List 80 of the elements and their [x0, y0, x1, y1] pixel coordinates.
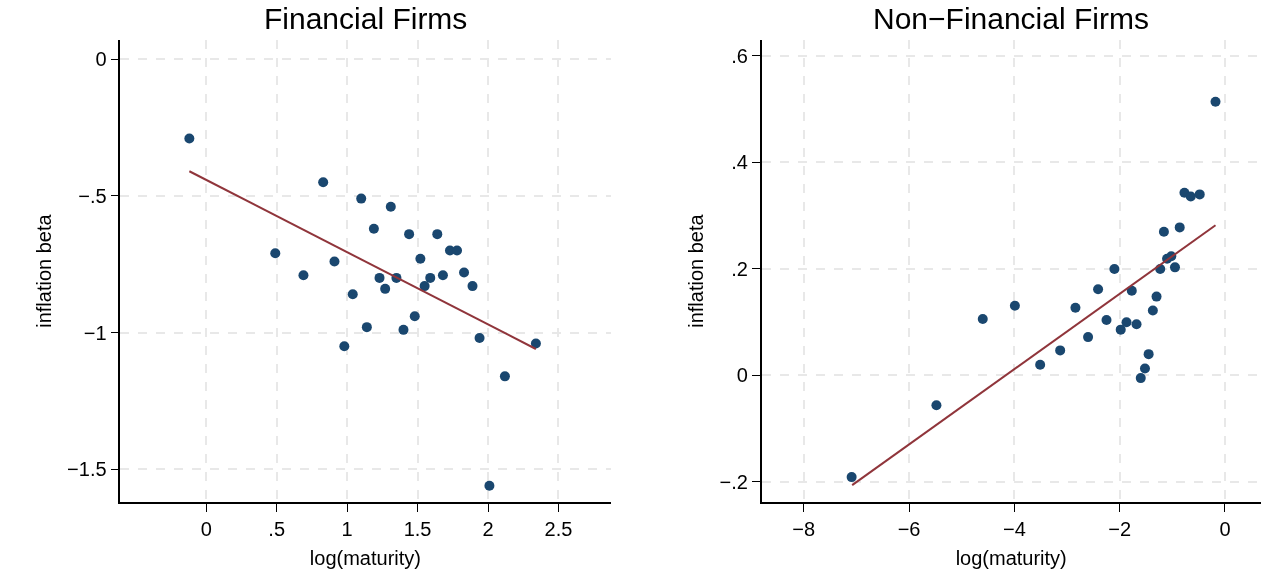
point — [1147, 305, 1158, 316]
y-tick-label: −.2 — [719, 470, 748, 493]
point — [270, 248, 281, 259]
point — [404, 229, 415, 240]
point — [1101, 315, 1112, 326]
point — [459, 267, 470, 278]
chart-title: Financial Firms — [264, 2, 468, 35]
x-tick-label: 1.5 — [403, 517, 432, 540]
y-tick-label: 0 — [736, 364, 748, 387]
point — [1109, 263, 1120, 274]
y-tick-label: −1 — [83, 321, 107, 344]
point — [184, 133, 195, 144]
y-tick-label: −.5 — [78, 184, 107, 207]
point — [1126, 285, 1137, 296]
x-tick-label: −6 — [897, 517, 921, 540]
point — [931, 400, 942, 411]
point — [484, 480, 495, 491]
chart-title: Non−Financial Firms — [873, 2, 1149, 35]
point — [1194, 189, 1205, 200]
point — [1115, 324, 1126, 335]
point — [1169, 262, 1180, 273]
point — [1009, 300, 1020, 311]
x-axis-title: log(maturity) — [309, 546, 422, 569]
x-tick-label: .5 — [268, 517, 286, 540]
point — [374, 272, 385, 283]
y-axis-title: inflation beta — [33, 213, 56, 328]
y-tick-label: .6 — [731, 44, 748, 67]
point — [415, 253, 426, 264]
y-tick-label: .2 — [731, 257, 748, 280]
x-tick-label: 2.5 — [544, 517, 573, 540]
y-tick-label: .4 — [731, 151, 748, 174]
y-tick-label: −1.5 — [67, 458, 107, 481]
point — [425, 272, 436, 283]
x-tick-label: 2 — [482, 517, 494, 540]
point — [1055, 345, 1066, 356]
point — [1121, 317, 1132, 328]
point — [380, 283, 391, 294]
point — [467, 281, 478, 292]
point — [368, 223, 379, 234]
point — [385, 201, 396, 212]
point — [1174, 222, 1185, 233]
point — [318, 177, 329, 188]
y-axis-title: inflation beta — [685, 213, 708, 328]
point — [409, 311, 420, 322]
point — [1185, 191, 1196, 202]
point — [1210, 96, 1221, 107]
point — [499, 371, 510, 382]
point — [1139, 363, 1150, 374]
point — [1151, 291, 1162, 302]
point — [1143, 349, 1154, 360]
x-tick-label: 1 — [341, 517, 353, 540]
point — [432, 229, 443, 240]
x-axis-title: log(maturity) — [955, 546, 1067, 569]
point — [474, 333, 485, 344]
point — [361, 322, 372, 333]
point — [1131, 319, 1142, 330]
point — [452, 245, 463, 256]
point — [530, 338, 541, 349]
point — [1158, 226, 1169, 237]
x-tick-label: 0 — [200, 517, 212, 540]
point — [356, 193, 367, 204]
point — [339, 341, 350, 352]
point — [437, 270, 448, 281]
x-tick-label: −2 — [1108, 517, 1132, 540]
point — [1135, 373, 1146, 384]
point — [1070, 302, 1081, 313]
point — [419, 281, 430, 292]
x-tick-label: 0 — [1219, 517, 1231, 540]
point — [1035, 359, 1046, 370]
point — [1093, 284, 1104, 295]
point — [1083, 332, 1094, 343]
point — [846, 472, 857, 483]
point — [347, 289, 358, 300]
x-tick-label: −8 — [792, 517, 816, 540]
point — [298, 270, 309, 281]
point — [329, 256, 340, 267]
x-tick-label: −4 — [1002, 517, 1026, 540]
y-tick-label: 0 — [95, 48, 107, 71]
point — [977, 313, 988, 324]
point — [398, 324, 409, 335]
